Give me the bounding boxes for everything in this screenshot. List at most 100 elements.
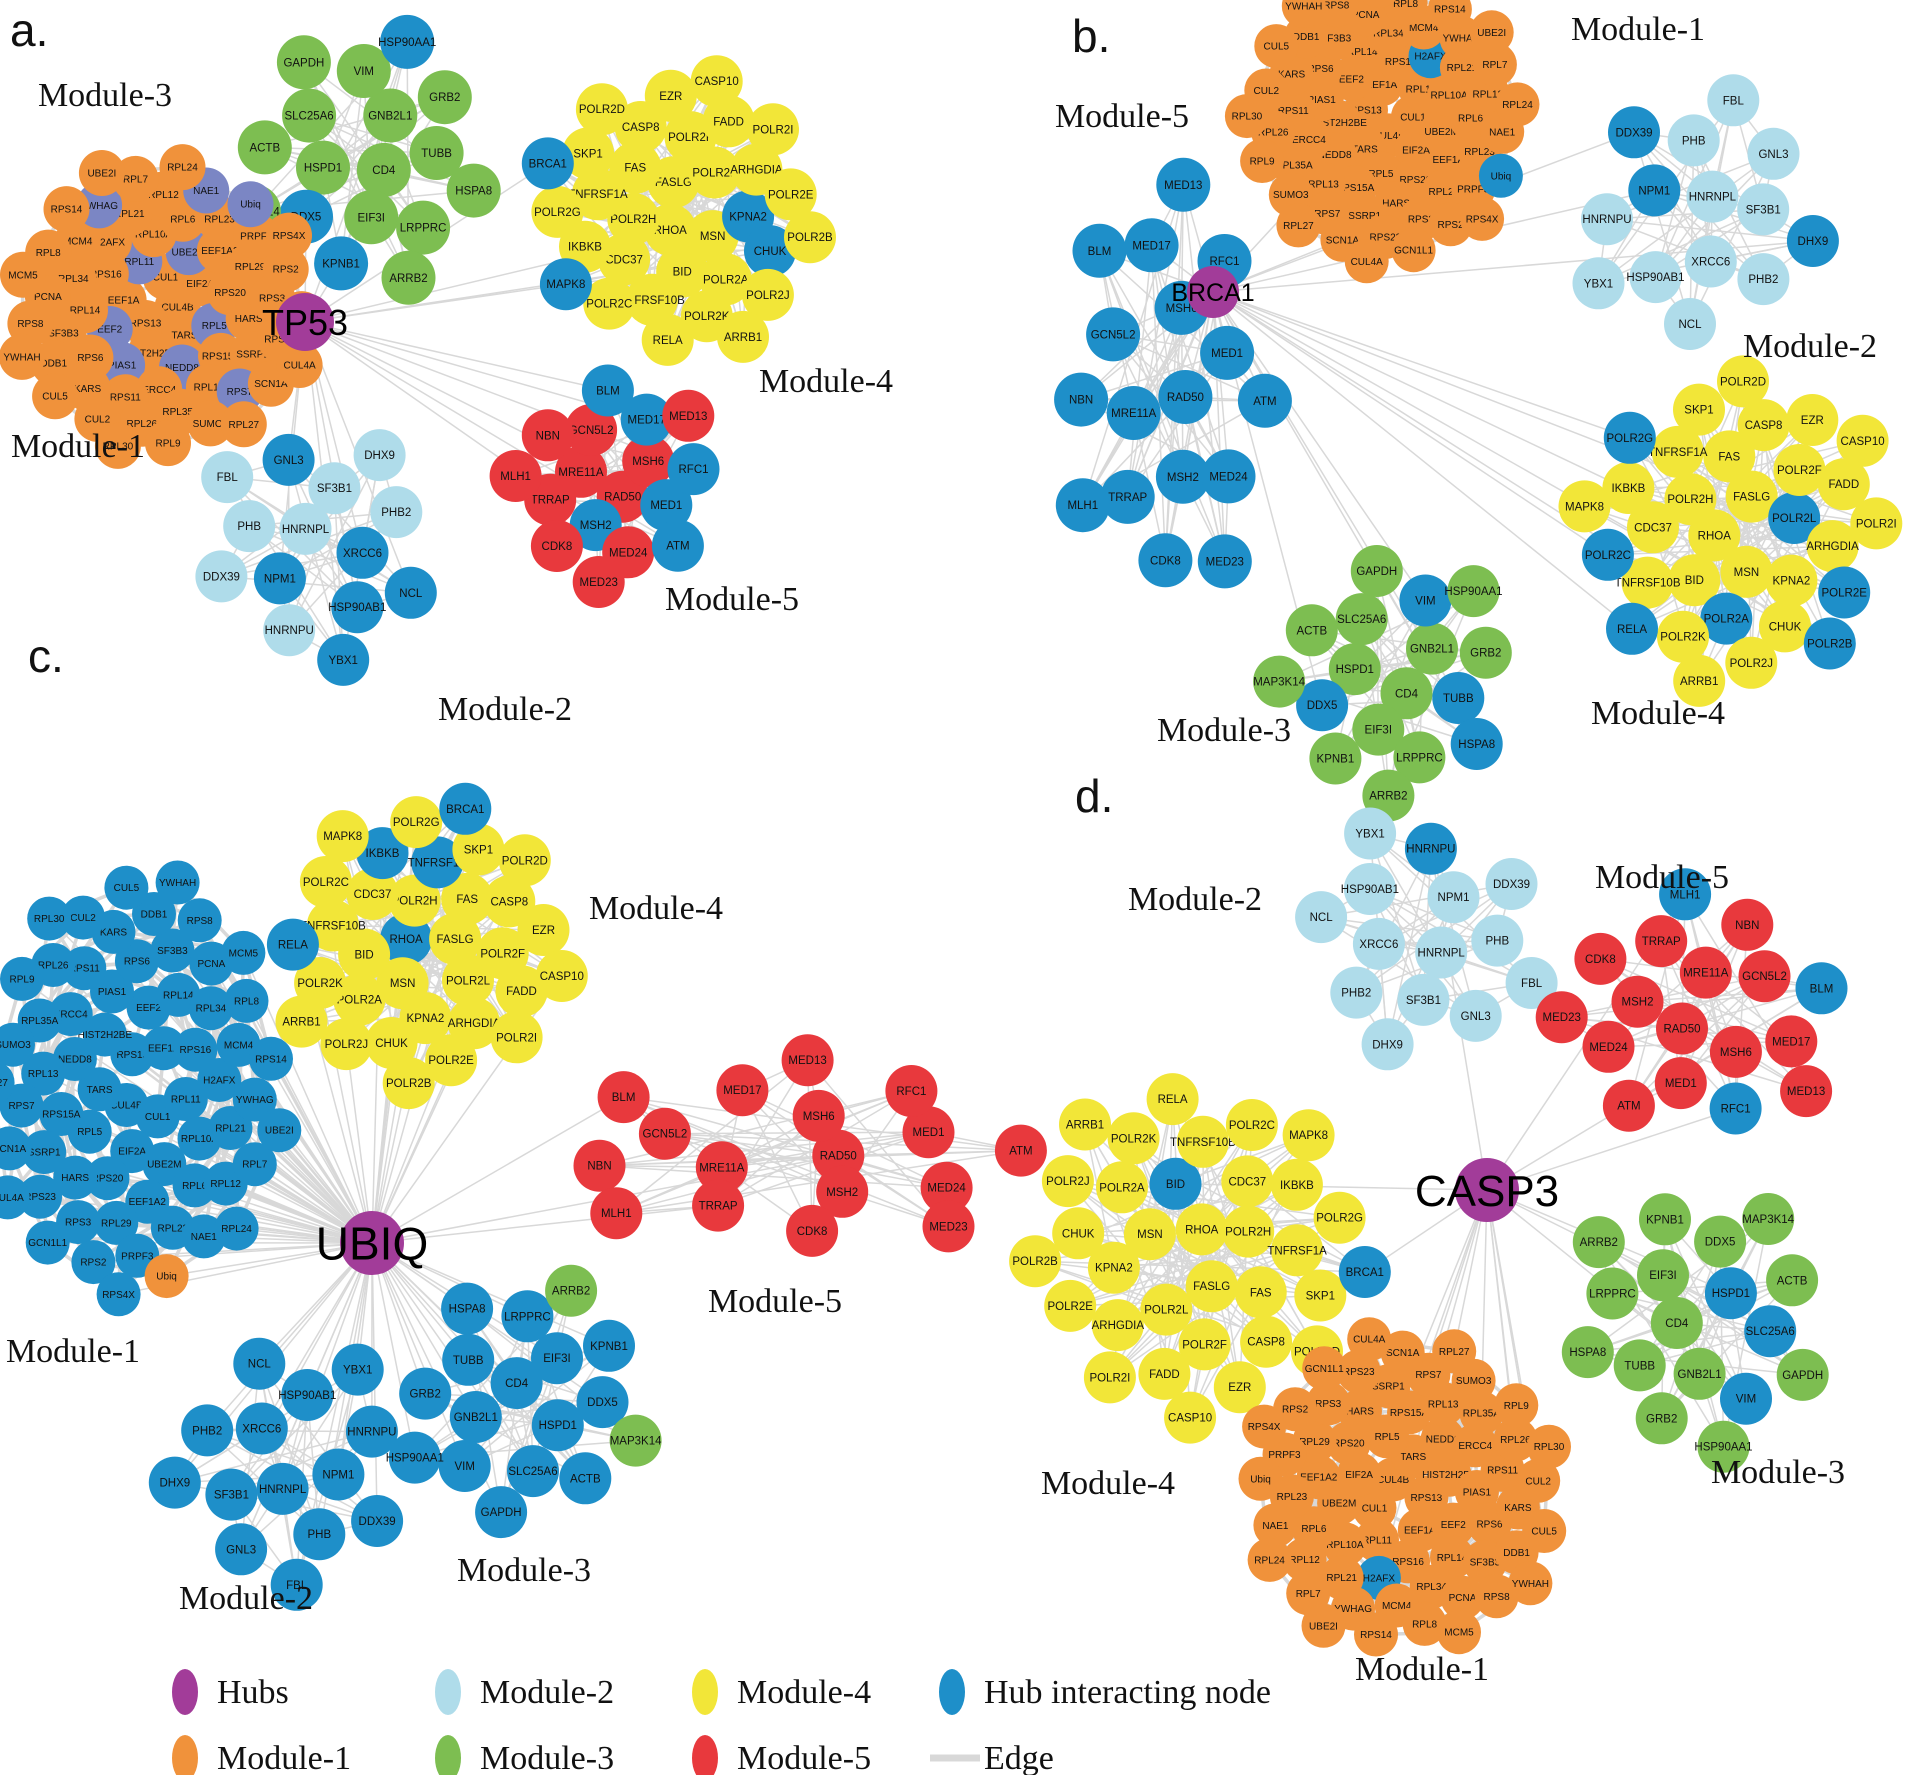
gene-node-MSN [1123, 1208, 1176, 1261]
edge [599, 1164, 947, 1189]
edge [1098, 250, 1230, 477]
gene-node-TARS [77, 1067, 122, 1112]
gene-node-CDC37 [346, 868, 399, 920]
edge [1212, 291, 1230, 477]
gene-node-CASP10 [1836, 414, 1889, 467]
gene-node-TUBB [409, 126, 464, 180]
gene-node-MSH6 [792, 1089, 845, 1142]
gene-node-PHB [1667, 114, 1720, 167]
gene-node-H2AFX [197, 1058, 242, 1102]
gene-node-NBN [521, 409, 574, 462]
gene-node-MED17 [716, 1064, 769, 1117]
gene-node-RHOA [1175, 1203, 1228, 1256]
gene-node-TNFRSF10B [625, 273, 678, 326]
gene-node-POLR2B [1803, 617, 1856, 670]
gene-node-RPS6 [114, 939, 159, 984]
gene-node-RPL30 [27, 896, 72, 941]
edge [288, 459, 412, 594]
text-layer: Module-2 Module-5 Module-4 Module-3 Module-1… [1041, 770, 1845, 1688]
legend-label: Module-1 [217, 1740, 351, 1775]
gene-node-GNL3 [262, 433, 315, 486]
gene-node-TRRAP [692, 1179, 745, 1232]
gene-node-UBE2I [1301, 1603, 1346, 1648]
edge [1689, 140, 1695, 325]
edge [261, 1242, 373, 1429]
gene-node-HSPD1 [1704, 1267, 1757, 1320]
gene-node-POLR2H [1664, 473, 1717, 526]
legend-swatch-Module-1 [172, 1735, 198, 1775]
gene-node-EIF3I [531, 1332, 583, 1385]
gene-node-CUL5 [32, 373, 79, 420]
gene-node-POLR2G [390, 796, 443, 849]
gene-node-FBL [1707, 74, 1760, 127]
edge [1369, 833, 1477, 1017]
gene-node-HSPD1 [1328, 643, 1381, 696]
gene-node-EEF1A [141, 1026, 186, 1071]
gene-node-RPL8 [1383, 0, 1428, 26]
gene-node-MSH2 [1155, 449, 1210, 504]
edge [221, 575, 411, 594]
gene-node-MED23 [1197, 534, 1252, 589]
gene-node-RPS15A [39, 1092, 84, 1136]
gene-node-SF3B1 [205, 1468, 258, 1521]
edge [1320, 916, 1477, 1017]
gene-node-POLR2C [299, 856, 352, 908]
edge [1098, 250, 1184, 478]
module-label-CASP3-Module-1: Module-1 [1355, 1651, 1489, 1688]
gene-node-GNB2L1 [1673, 1347, 1726, 1400]
legend-swatch-Hubs [172, 1669, 198, 1715]
gene-node-HSP90AA1 [388, 1431, 441, 1484]
edge [1719, 1241, 1747, 1399]
gene-node-RPL34 [188, 986, 233, 1031]
gene-node-MED1 [640, 479, 693, 532]
gene-node-PHB [1471, 914, 1524, 967]
gene-node-POLR2C [583, 277, 636, 330]
gene-node-GCN5L2 [1086, 307, 1141, 362]
gene-node-MRE11A [1106, 386, 1161, 440]
gene-node-SUMO3 [0, 1022, 35, 1067]
gene-node-FASLG [1725, 470, 1778, 523]
gene-node-RPS20 [85, 1156, 130, 1201]
gene-node-CD4 [490, 1357, 543, 1410]
hub-label-UBIQ: UBIQ [316, 1218, 428, 1270]
gene-node-RPS4X [1460, 196, 1505, 241]
gene-node-GCN1L1 [1302, 1346, 1347, 1391]
gene-node-VIM [336, 44, 391, 98]
gene-node-BID [1668, 554, 1721, 607]
gene-node-CDK8 [786, 1204, 839, 1257]
legend-swatch-Module-3 [435, 1735, 461, 1775]
gene-node-ARRB2 [381, 250, 436, 305]
gene-node-RPS14 [249, 1036, 293, 1081]
gene-node-EZR [644, 69, 697, 122]
gene-node-CUL4A [0, 1175, 30, 1220]
gene-node-NCL [233, 1337, 286, 1390]
gene-node-GRB2 [399, 1367, 452, 1420]
gene-node-NPM1 [1628, 164, 1681, 217]
hub-label-BRCA1: BRCA1 [1171, 279, 1254, 307]
edge [304, 283, 567, 323]
gene-node-MED23 [1535, 991, 1588, 1044]
gene-node-HSPD1 [531, 1399, 584, 1452]
gene-node-HSPA8 [1450, 718, 1503, 770]
gene-node-RPL7 [1472, 42, 1517, 87]
gene-node-CD4 [1380, 667, 1433, 720]
gene-node-NPM1 [253, 552, 306, 605]
gene-node-CD4 [1650, 1297, 1703, 1349]
gene-node-POLR2C [1581, 528, 1634, 581]
gene-node-GRB2 [1459, 626, 1512, 679]
legend-label: Module-5 [737, 1740, 871, 1775]
edge [1376, 570, 1421, 758]
gene-node-XRCC6 [1684, 235, 1737, 288]
edge [1320, 883, 1512, 918]
edge [1734, 924, 1749, 1109]
gene-node-HNRNPU [1404, 822, 1457, 875]
gene-node-HNRNPL [256, 1462, 309, 1515]
gene-node-RFC1 [667, 443, 720, 496]
gene-node-GRB2 [1635, 1392, 1688, 1445]
gene-node-HNRNPU [1581, 193, 1633, 246]
edge [371, 1242, 466, 1467]
edge [1637, 987, 1822, 1003]
gene-node-TNFRSF10B [306, 899, 359, 952]
gene-node-POLR2K [1657, 610, 1709, 663]
gene-node-ACTB [237, 120, 292, 175]
